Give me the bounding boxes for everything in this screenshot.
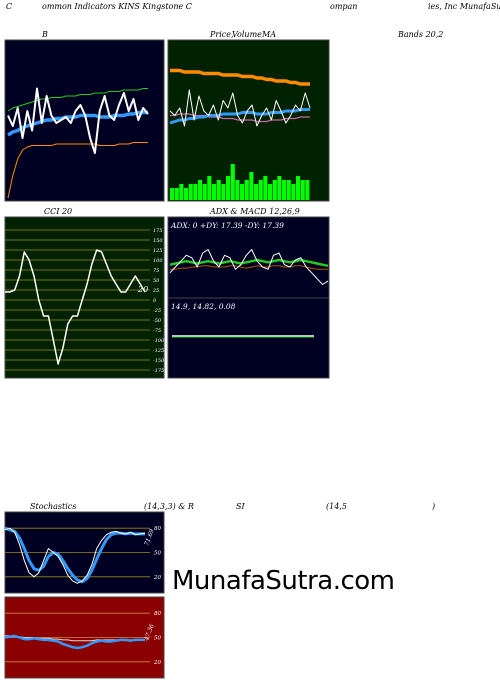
adx-line	[169, 249, 329, 285]
volume-bar	[235, 180, 240, 200]
volume-bar	[207, 176, 212, 200]
volume-title: Volume	[232, 30, 262, 39]
cci-tick-label: 125	[153, 248, 163, 254]
cci-tick-label: -50	[153, 318, 162, 324]
volume-bar	[212, 184, 217, 200]
adx-panel	[167, 216, 330, 299]
stoch-tick-label: 50	[154, 551, 161, 557]
volume-bar	[216, 180, 221, 200]
price-title: Price,	[210, 30, 234, 39]
volume-bar	[193, 184, 198, 200]
cci-tick-label: -100	[153, 338, 165, 344]
rsi-tick-label: 80	[154, 611, 161, 617]
watermark: MunafaSutra.com	[172, 566, 395, 596]
volume-bar	[226, 176, 231, 200]
volume-bar	[244, 180, 249, 200]
volume-bars	[170, 164, 310, 200]
adx-macd-title: ADX & MACD 12,26,9	[210, 207, 300, 216]
volume-bar	[254, 184, 259, 200]
rsi-line	[4, 634, 145, 650]
cci-line	[5, 249, 146, 365]
rsi-title: SI	[236, 502, 245, 511]
volume-bar	[221, 184, 226, 200]
cci-tick-label: -75	[153, 328, 161, 334]
stoch-k-line	[4, 527, 146, 584]
volume-bar	[198, 180, 203, 200]
price-line	[169, 89, 311, 127]
volume-bar	[170, 188, 175, 200]
cci-title: CCI 20	[44, 207, 73, 216]
stoch-tick-label: 20	[153, 575, 161, 581]
bb-price-line	[7, 87, 149, 154]
cci-tick-label: 100	[153, 258, 163, 264]
volume-bar	[277, 176, 282, 200]
bb-lower-line	[7, 142, 148, 199]
volume-bar	[282, 180, 287, 200]
indicator-lines	[4, 68, 329, 650]
adx-minus-line	[170, 265, 328, 270]
volume-bar	[296, 176, 301, 200]
bbands-title-right: Bands 20,2	[398, 30, 444, 39]
cci-tick-label: -150	[153, 358, 165, 364]
stoch-params: (14,3,3) & R	[144, 502, 194, 511]
cci-tick-label: 175	[153, 228, 163, 234]
cci-tick-label: 50	[153, 278, 160, 284]
ma-long-line	[170, 68, 310, 86]
header-title: ommon Indicators KINS Kingstone C	[42, 2, 192, 11]
bbands-title-left: B	[42, 30, 48, 39]
ma-title: MA	[262, 30, 276, 39]
volume-bar	[258, 180, 263, 200]
cci-tick-label: -125	[153, 348, 164, 354]
rsi-params: (14,5	[326, 502, 347, 511]
volume-bar	[230, 164, 235, 200]
macd-panel	[167, 297, 330, 379]
volume-bar	[179, 184, 184, 200]
volume-bar	[291, 184, 296, 200]
volume-bar	[268, 184, 273, 200]
cci-tick-label: 150	[153, 238, 163, 244]
bb-upper-line	[7, 88, 148, 112]
volume-bar	[272, 180, 277, 200]
volume-bar	[240, 184, 245, 200]
stoch-tick-label: 80	[154, 526, 161, 532]
cci-tick-label: 0	[153, 298, 157, 304]
ma-short-line	[169, 108, 310, 125]
rsi-title-close: )	[432, 502, 436, 511]
cci-tick-label: 25	[152, 288, 159, 294]
cci-tick-label: -25	[153, 308, 161, 314]
header-title-2: ompan	[330, 2, 358, 11]
cci-panel	[4, 216, 165, 379]
volume-bar	[184, 188, 189, 200]
header-right: ies, Inc MunafaSutra	[428, 2, 500, 11]
header-left: C	[6, 2, 13, 11]
volume-bar	[249, 172, 254, 200]
volume-bar	[188, 184, 193, 200]
volume-bar	[174, 188, 179, 200]
rsi-tick-label: 50	[154, 636, 161, 642]
volume-bar	[202, 184, 207, 200]
stoch-gridlines	[5, 527, 150, 578]
volume-bar	[300, 180, 305, 200]
cci-tick-label: -175	[153, 368, 164, 374]
volume-bar	[305, 180, 310, 200]
tick-labels: 175 150 125 100 75 50 25 0 -25 -50 -75 -100 -125 -150…	[152, 228, 165, 666]
stoch-title: Stochastics	[30, 502, 77, 511]
volume-bar	[286, 180, 291, 200]
cci-tick-label: 75	[153, 268, 159, 274]
macd-readout: 14.9, 14.82, 0.08	[171, 302, 236, 311]
rsi-tick-label: 20	[153, 660, 161, 666]
adx-readout: ADX: 0 +DY: 17.39 -DY: 17.39	[170, 221, 284, 230]
volume-bar	[263, 176, 268, 200]
cci-value: 20	[137, 285, 148, 294]
